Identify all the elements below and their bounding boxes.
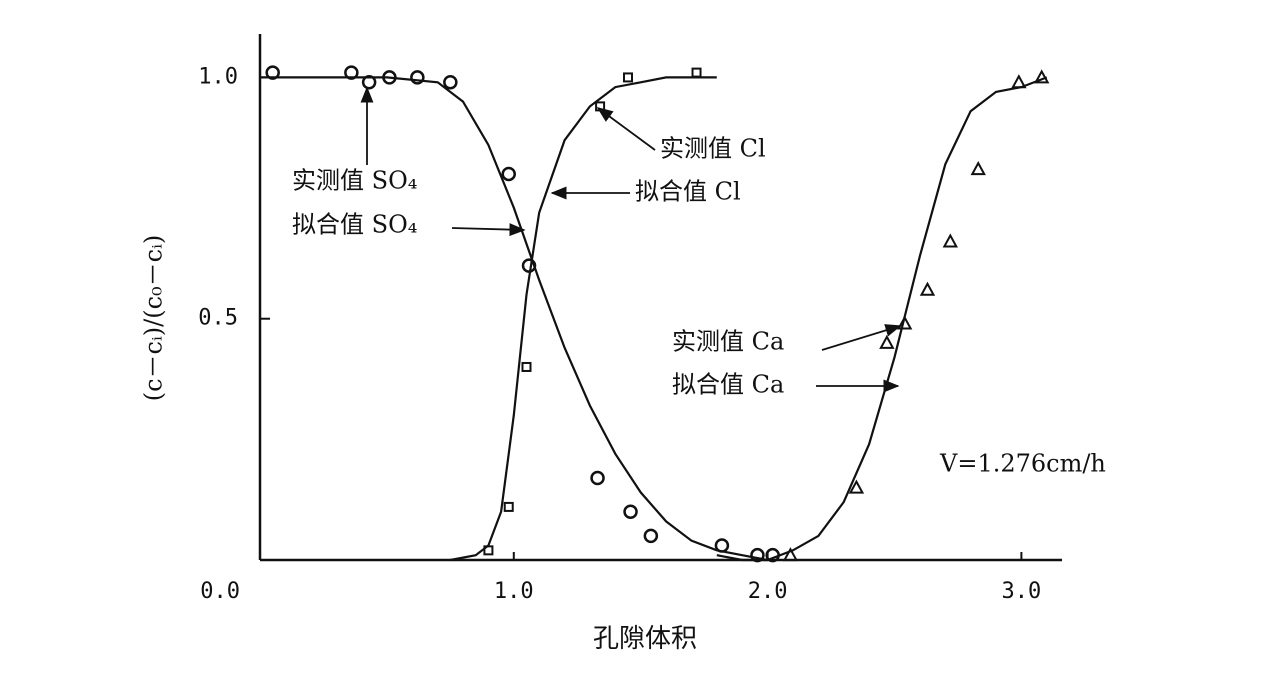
data-point (623, 504, 638, 519)
fit-curve (450, 76, 717, 562)
y-tick-label: 1.0 (198, 64, 238, 89)
annotation: 实测值 Cl (660, 135, 766, 163)
annotation: 实测值 Ca (672, 328, 784, 356)
annotation: 拟合值 Cl (635, 178, 741, 206)
data-point (443, 75, 458, 90)
data-point (970, 161, 986, 176)
fit-curve (260, 76, 768, 562)
annotation: 拟合值 SO₄ (292, 211, 417, 239)
data-point (590, 470, 605, 486)
data-point (410, 70, 425, 85)
data-point (879, 334, 895, 349)
annotation-arrow (821, 324, 902, 351)
fit-curve (716, 76, 1048, 562)
annotation: V=1.276cm/h (939, 450, 1106, 478)
y-axis-label: (c－cᵢ)/(c₀－cᵢ) (140, 235, 168, 402)
x-tick-label: 1.0 (494, 579, 534, 604)
y-tick-label: 0.5 (198, 306, 238, 331)
origin-label: 0.0 (200, 579, 240, 604)
data-point (896, 315, 913, 330)
annotation-arrow (596, 107, 656, 151)
annotation: 实测值 SO₄ (292, 167, 417, 195)
data-point (344, 65, 359, 80)
x-axis-label: 孔隙体积 (593, 624, 697, 654)
data-point (521, 361, 532, 372)
data-point (265, 65, 280, 80)
data-point (919, 281, 936, 296)
data-point (501, 166, 516, 182)
data-point (782, 547, 799, 562)
x-tick-label: 2.0 (748, 579, 788, 604)
data-point (643, 528, 659, 544)
data-point (691, 67, 702, 78)
data-point (942, 233, 959, 248)
annotation-arrow (451, 223, 526, 237)
annotation: 拟合值 Ca (672, 371, 784, 399)
data-point (750, 547, 765, 563)
data-point (503, 501, 514, 512)
data-point (1034, 69, 1050, 84)
data-point (848, 479, 865, 494)
x-tick-label: 3.0 (1002, 579, 1042, 604)
data-point (623, 72, 634, 83)
